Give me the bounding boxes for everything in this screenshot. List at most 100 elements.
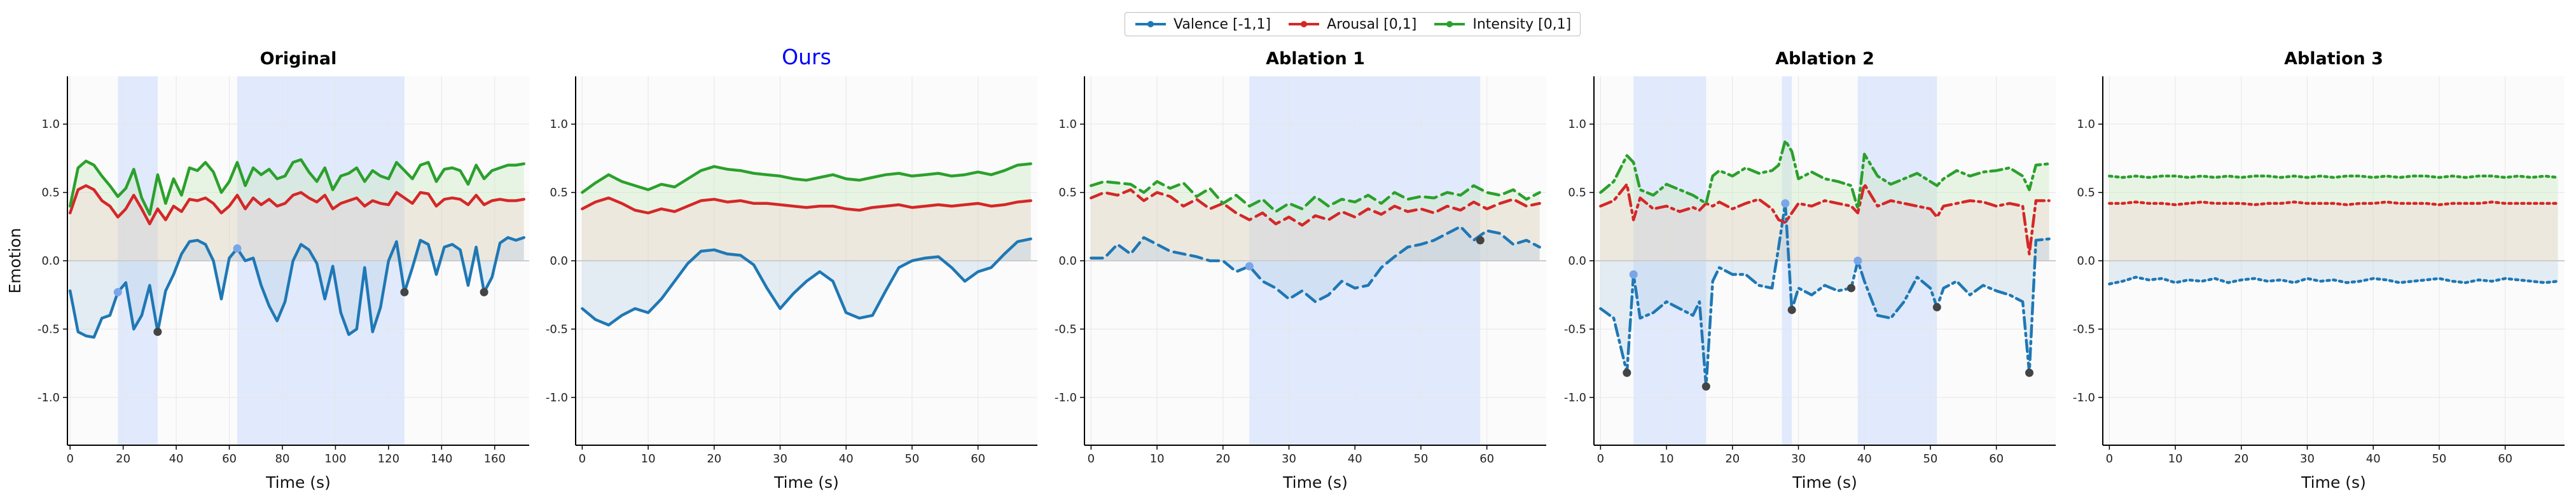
x-tick-label: 0 bbox=[579, 452, 586, 466]
event-marker bbox=[1623, 368, 1631, 377]
x-tick-label: 120 bbox=[378, 452, 399, 466]
arousal-area bbox=[1600, 184, 2049, 261]
event-marker bbox=[1932, 303, 1941, 312]
x-tick-label: 20 bbox=[2234, 452, 2248, 466]
y-tick-label: -0.5 bbox=[1055, 322, 1077, 336]
y-tick-label: -1.0 bbox=[546, 391, 568, 405]
intensity-line bbox=[1090, 180, 1541, 213]
x-tick-label: 50 bbox=[2432, 452, 2446, 466]
x-tick-label: 40 bbox=[839, 452, 854, 466]
valence-area bbox=[2109, 261, 2558, 284]
valence-line bbox=[2108, 275, 2559, 286]
y-tick-label: -0.5 bbox=[1564, 322, 1586, 336]
x-tick-label: 20 bbox=[116, 452, 130, 466]
valence-line bbox=[68, 236, 525, 339]
y-tick-label: 1.0 bbox=[41, 118, 60, 131]
x-tick-label: 10 bbox=[2168, 452, 2183, 466]
x-tick-label: 40 bbox=[1857, 452, 1872, 466]
x-tick-label: 0 bbox=[66, 452, 73, 466]
y-tick-label: -1.0 bbox=[2073, 391, 2095, 405]
panel-title: Ablation 2 bbox=[1775, 49, 1874, 69]
y-tick-label: -1.0 bbox=[1564, 391, 1586, 405]
x-tick-label: 30 bbox=[1282, 452, 1296, 466]
y-tick-label: 0.5 bbox=[1058, 186, 1077, 200]
x-tick-label: 0 bbox=[2106, 452, 2113, 466]
x-tick-label: 60 bbox=[971, 452, 985, 466]
y-tick-label: 1.0 bbox=[550, 118, 568, 131]
intensity-area bbox=[1600, 140, 2049, 254]
valence-area bbox=[1091, 226, 1540, 302]
arousal-area bbox=[582, 198, 1031, 261]
x-tick-label: 60 bbox=[1989, 452, 2004, 466]
arousal-line bbox=[1090, 188, 1541, 227]
x-axis-label: Time (s) bbox=[1282, 473, 1348, 492]
y-axis-label: Emotion bbox=[6, 228, 24, 293]
panel-4: 0 10 20 30 40 50 60 -1.0 -0.5 0.0 0.5 1.0 Time (s) Ab… bbox=[1564, 49, 2056, 492]
valence-line bbox=[581, 237, 1032, 327]
legend-label: Arousal [0,1] bbox=[1327, 16, 1417, 32]
event-marker bbox=[153, 328, 162, 336]
event-marker bbox=[1846, 284, 1855, 293]
x-axis-label: Time (s) bbox=[2301, 473, 2366, 492]
event-marker bbox=[1787, 305, 1796, 314]
x-axis-label: Time (s) bbox=[1792, 473, 1857, 492]
x-tick-label: 140 bbox=[431, 452, 452, 466]
x-tick-label: 100 bbox=[324, 452, 346, 466]
event-marker bbox=[233, 244, 242, 253]
y-tick-label: -1.0 bbox=[1055, 391, 1077, 405]
legend-item: Valence [-1,1] bbox=[1134, 17, 1271, 32]
y-tick-label: -0.5 bbox=[546, 322, 568, 336]
panel-title: Ours bbox=[782, 45, 831, 69]
arousal-line bbox=[581, 196, 1032, 215]
x-tick-label: 20 bbox=[1215, 452, 1230, 466]
intensity-line bbox=[1599, 139, 2051, 211]
y-tick-label: -0.5 bbox=[38, 322, 60, 336]
x-tick-label: 10 bbox=[641, 452, 656, 466]
panel-2: 0 10 20 30 40 50 60 -1.0 -0.5 0.0 0.5 1.0 Time (s) Ou… bbox=[546, 45, 1037, 492]
y-tick-label: 0.5 bbox=[41, 186, 60, 200]
panel-title: Ablation 1 bbox=[1266, 49, 1365, 69]
y-tick-label: 1.0 bbox=[2077, 118, 2095, 131]
x-tick-label: 0 bbox=[1597, 452, 1604, 466]
y-tick-label: 0.0 bbox=[1058, 254, 1077, 268]
x-tick-label: 40 bbox=[2366, 452, 2381, 466]
x-tick-label: 60 bbox=[222, 452, 237, 466]
x-axis-label: Time (s) bbox=[773, 473, 839, 492]
x-tick-label: 160 bbox=[484, 452, 506, 466]
event-marker bbox=[2025, 368, 2034, 377]
legend-label: Valence [-1,1] bbox=[1174, 16, 1271, 32]
legend-item: Arousal [0,1] bbox=[1287, 17, 1416, 32]
panel-1: 0 20 40 60 80 100 120 140 160 -1.0 -0.5 0.0 0.5 1.0 Ti… bbox=[6, 49, 529, 492]
x-tick-label: 10 bbox=[1659, 452, 1674, 466]
x-tick-label: 50 bbox=[1923, 452, 1937, 466]
x-tick-label: 30 bbox=[1791, 452, 1806, 466]
event-marker bbox=[1629, 270, 1638, 279]
x-tick-label: 80 bbox=[275, 452, 290, 466]
arousal-line bbox=[2108, 200, 2559, 207]
event-marker bbox=[1245, 262, 1254, 271]
x-tick-label: 20 bbox=[1725, 452, 1740, 466]
x-tick-label: 10 bbox=[1150, 452, 1165, 466]
valence-area bbox=[70, 237, 524, 338]
x-tick-label: 30 bbox=[773, 452, 787, 466]
arousal-line bbox=[1599, 183, 2051, 256]
legend-swatch bbox=[1434, 21, 1465, 27]
x-axis-label: Time (s) bbox=[265, 473, 331, 492]
y-tick-label: 1.0 bbox=[1058, 118, 1077, 131]
x-tick-label: 40 bbox=[1348, 452, 1362, 466]
panel-3: 0 10 20 30 40 50 60 -1.0 -0.5 0.0 0.5 1.0 Time (s) Ab… bbox=[1055, 49, 1546, 492]
x-tick-label: 0 bbox=[1088, 452, 1095, 466]
y-tick-label: 0.0 bbox=[41, 254, 60, 268]
legend-label: Intensity [0,1] bbox=[1472, 16, 1572, 32]
event-marker bbox=[1853, 256, 1862, 265]
chart-legend: Valence [-1,1] Arousal [0,1] Intensity [0,… bbox=[1125, 12, 1581, 36]
y-tick-label: 0.0 bbox=[550, 254, 568, 268]
y-tick-label: 0.5 bbox=[1568, 186, 1586, 200]
legend-item: Intensity [0,1] bbox=[1433, 17, 1571, 32]
arousal-line bbox=[68, 184, 525, 226]
y-tick-label: 0.5 bbox=[2077, 186, 2095, 200]
event-marker bbox=[1701, 382, 1710, 391]
intensity-line bbox=[2108, 174, 2559, 179]
valence-line bbox=[1599, 202, 2051, 388]
